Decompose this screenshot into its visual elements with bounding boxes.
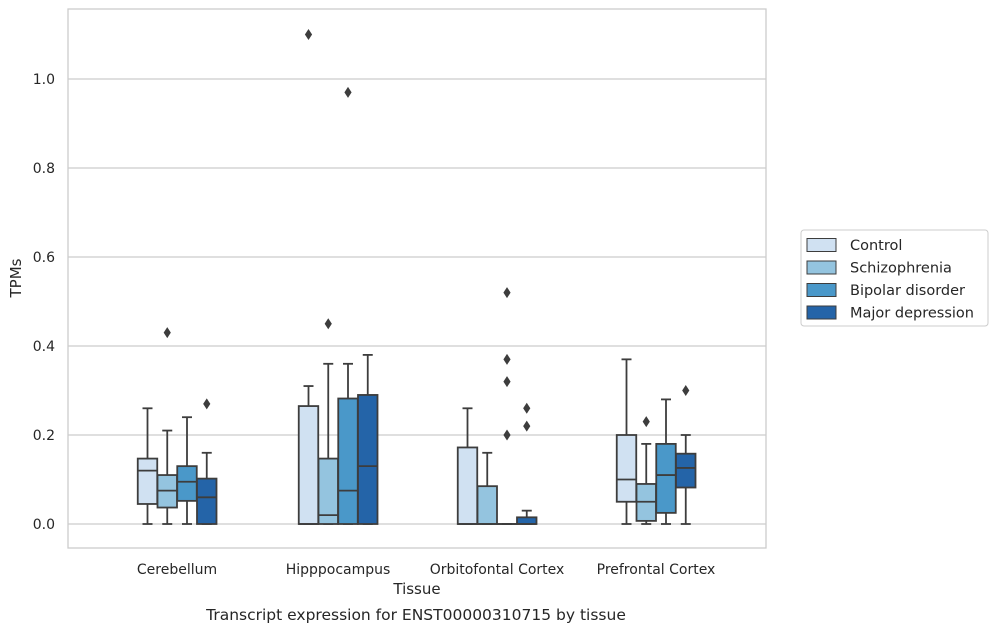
outlier-point <box>324 318 332 330</box>
box-body <box>456 446 479 525</box>
legend-frame <box>800 229 989 327</box>
box <box>476 451 498 525</box>
outlier-point <box>304 29 313 40</box>
box-body <box>675 452 697 489</box>
box <box>176 416 198 525</box>
x-tick-label: Hipppocampus <box>286 562 391 578</box>
box <box>297 29 320 525</box>
outlier-point <box>503 287 511 299</box>
box-body <box>476 485 498 525</box>
x-tick-label: Cerebellum <box>137 562 217 578</box>
box <box>496 287 518 525</box>
box <box>635 416 657 525</box>
outlier-point <box>682 385 690 396</box>
y-tick-label: 0.4 <box>33 339 55 355</box>
box-body <box>176 465 198 502</box>
box-body <box>297 405 320 525</box>
x-tick-label: Orbitofontal Cortex <box>430 562 565 578</box>
box-body <box>655 442 677 514</box>
legend: Control Schizophrenia Bipolar disorder Majo… <box>800 229 989 327</box>
box <box>675 385 697 525</box>
series-control <box>136 29 638 525</box>
series-major-depression <box>196 353 697 525</box>
x-tick-labels: Cerebellum Hipppocampus Orbitofontal Corte… <box>137 562 715 578</box>
y-tick-label: 0.8 <box>33 161 55 177</box>
outlier-point <box>503 376 511 388</box>
outlier-point <box>503 429 511 441</box>
legend-swatch <box>806 238 837 252</box>
y-tick-label: 0.2 <box>33 428 55 444</box>
box-body <box>196 477 218 525</box>
y-tick-label: 1.0 <box>33 72 55 88</box>
plot-frame <box>67 8 767 549</box>
box <box>357 353 379 525</box>
box <box>317 318 339 525</box>
box <box>196 398 218 525</box>
x-tick-label: Prefrontal Cortex <box>597 562 716 578</box>
box-body <box>357 394 379 525</box>
y-tick-labels: 0.0 0.2 0.4 0.6 0.8 1.0 <box>33 72 55 533</box>
box <box>655 398 677 525</box>
outlier-point <box>523 420 531 432</box>
series-schizophrenia <box>156 318 657 525</box>
y-axis-label: TPMs <box>7 258 25 298</box>
chart-caption: Transcript expression for ENST0000031071… <box>206 606 626 624</box>
y-tick-label: 0.0 <box>33 517 55 533</box>
y-tick-label: 0.6 <box>33 250 55 266</box>
outlier-point <box>163 327 171 339</box>
box <box>156 327 178 525</box>
box <box>136 407 159 525</box>
box <box>337 86 359 525</box>
x-axis-label: Tissue <box>392 580 440 598</box>
legend-items: Control Schizophrenia Bipolar disorder Majo… <box>806 238 974 322</box>
outlier-point <box>203 398 211 410</box>
legend-label: Bipolar disorder <box>850 283 965 299</box>
box-plot-series <box>136 29 697 525</box>
box-body <box>317 457 339 525</box>
box-body <box>337 397 359 525</box>
outlier-point <box>523 402 531 414</box>
legend-swatch <box>806 260 837 275</box>
outlier-point <box>503 353 511 365</box>
legend-label: Schizophrenia <box>850 261 952 277</box>
legend-label: Control <box>850 238 902 254</box>
outlier-point <box>642 416 650 428</box>
box-body <box>615 434 638 503</box>
legend-swatch <box>806 283 837 297</box>
box <box>456 407 479 525</box>
legend-swatch <box>806 305 837 320</box>
series-bipolar-disorder <box>176 86 677 525</box>
box-body <box>136 457 159 505</box>
box <box>516 402 538 525</box>
box-body <box>516 516 538 525</box>
legend-label: Major depression <box>850 306 974 322</box>
box <box>615 358 638 525</box>
outlier-point <box>344 86 352 98</box>
